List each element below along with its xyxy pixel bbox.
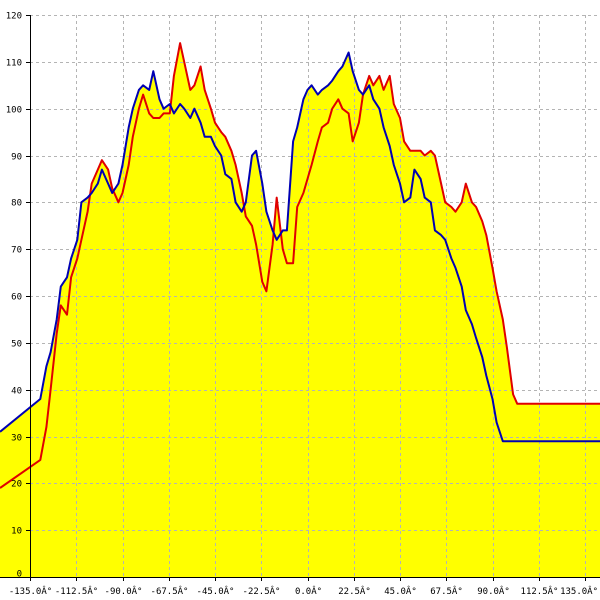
y-tick-label: 0: [17, 570, 22, 580]
x-tick-label: 90.0Â°: [477, 585, 510, 597]
x-tick-label: -45.0Â°: [197, 585, 235, 597]
y-tick-label: 30: [11, 434, 22, 444]
y-tick-label: 70: [11, 246, 22, 256]
tick-label-layer: 0 10 20 30 40 50 60 70 80 90 100 110 120 -135.0Â° -112…: [6, 12, 598, 598]
x-tick-label: 22.5Â°: [338, 585, 371, 597]
series-line-2: [0, 51, 600, 443]
x-tick-label: 67.5Â°: [430, 585, 463, 597]
x-tick-label: -67.5Â°: [151, 585, 189, 597]
x-tick-label: -22.5Â°: [243, 585, 281, 597]
y-tick-label: 20: [11, 480, 22, 490]
x-tick-label: 45.0Â°: [384, 585, 417, 597]
area-fill-layer: [0, 43, 600, 600]
x-tick-label: -90.0Â°: [105, 585, 143, 597]
y-tick-label: 10: [11, 527, 22, 537]
series-area-fill: [0, 52, 600, 577]
series-line-1: [0, 42, 600, 489]
series-line-layer: [0, 42, 600, 489]
x-tick-label: -135.0Â°: [9, 585, 52, 597]
y-tick-label: 60: [11, 293, 22, 303]
y-tick-label: 110: [6, 59, 22, 69]
x-tick-label: 112.5Â°: [521, 585, 559, 597]
y-tick-label: 120: [6, 12, 22, 22]
x-tick-label: 0.0Â°: [295, 585, 322, 597]
y-tick-label: 90: [11, 153, 22, 163]
y-tick-label: 100: [6, 106, 22, 116]
y-tick-label: 80: [11, 199, 22, 209]
axis-band: [0, 577, 600, 600]
x-tick-label: -112.5Â°: [55, 585, 98, 597]
x-tick-label: 135.0Â°: [560, 585, 598, 597]
y-tick-label: 50: [11, 340, 22, 350]
y-tick-label: 40: [11, 387, 22, 397]
